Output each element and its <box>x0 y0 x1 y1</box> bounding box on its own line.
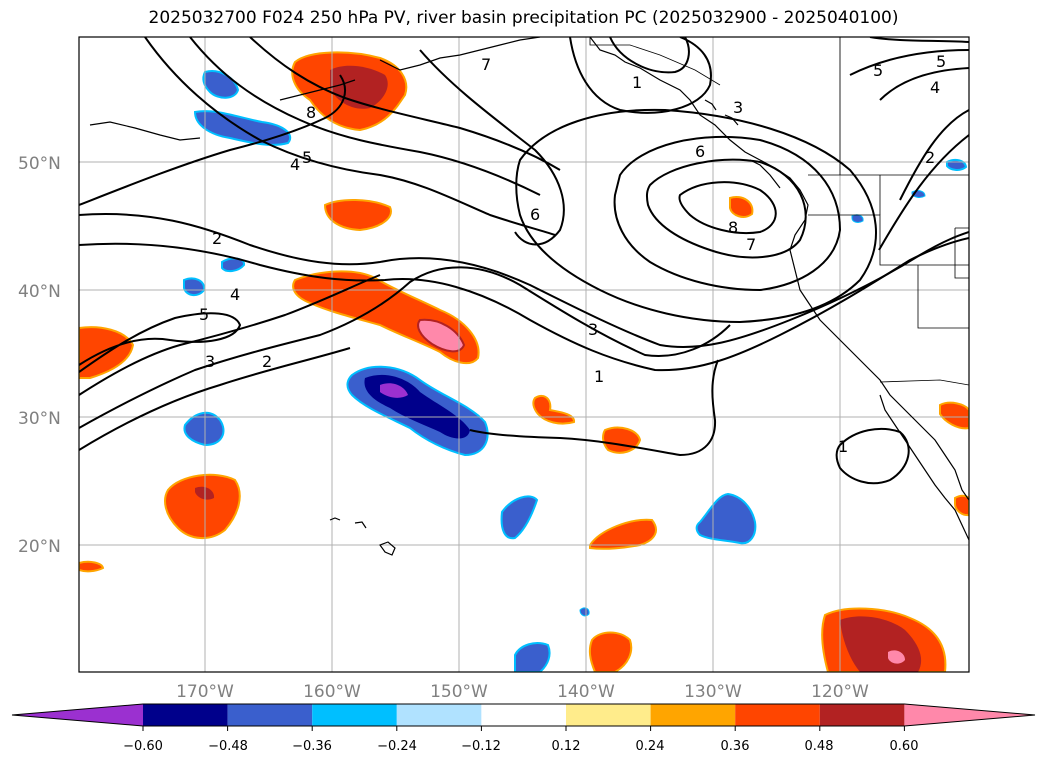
contour-label: 8 <box>728 218 738 237</box>
colorbar-segment <box>566 704 651 726</box>
contour-label: 1 <box>594 367 604 386</box>
contour-label: 6 <box>695 142 705 161</box>
pv-contours <box>79 37 969 485</box>
contour-label: 7 <box>481 55 491 74</box>
precip-negative-coast-1 <box>946 158 968 171</box>
colorbar-tick-label: −0.36 <box>292 739 332 754</box>
colorbar-segment <box>396 704 482 726</box>
map-title: 2025032700 F024 250 hPa PV, river basin … <box>148 8 899 28</box>
precip-extreme-negative-33n <box>380 383 408 398</box>
colorbar-segment <box>904 704 1035 726</box>
colorbar-tick-label: 0.24 <box>636 739 665 754</box>
colorbar-tick-label: 0.36 <box>721 739 750 754</box>
colorbar-tick-label: −0.48 <box>208 739 248 754</box>
colorbar-tick-label: 0.48 <box>805 739 834 754</box>
lat-tick-label: 20°N <box>18 537 61 557</box>
contour-label: 7 <box>746 235 756 254</box>
colorbar-segment <box>650 704 736 726</box>
precip-negative-coast-3 <box>851 214 864 223</box>
precip-positive-small-5 <box>79 560 105 573</box>
contour-label: 3 <box>733 98 743 117</box>
lon-tick-label: 140°W <box>557 682 615 702</box>
precip-anomalies <box>79 51 969 672</box>
contour-label: 5 <box>873 61 883 80</box>
precip-negative-tiny <box>579 607 590 617</box>
lon-tick-label: 130°W <box>684 682 742 702</box>
colorbar-tick-label: 0.12 <box>552 739 581 754</box>
colorbar-tick-label: −0.60 <box>123 739 163 754</box>
contour-label: 8 <box>306 103 316 122</box>
precip-negative-14n <box>514 642 551 672</box>
colorbar-segment <box>143 704 228 726</box>
precip-negative-22n-a <box>500 495 539 540</box>
precip-negative-22n-b <box>695 492 757 545</box>
contour-label: 3 <box>588 320 598 339</box>
contour-label: 5 <box>199 305 209 324</box>
borders <box>589 37 969 386</box>
contour-label: 5 <box>936 52 946 71</box>
precip-positive-coast-2 <box>939 401 969 430</box>
contour-label: 2 <box>925 148 935 167</box>
contour-label: 1 <box>632 73 642 92</box>
precip-positive-45n <box>323 198 392 232</box>
colorbar-tick-label: −0.24 <box>377 739 417 754</box>
colorbar-segment <box>735 704 820 726</box>
precip-positive-21n <box>589 518 657 550</box>
lon-tick-label: 170°W <box>176 682 234 702</box>
contour-label: 4 <box>930 78 940 97</box>
precip-negative-small-2 <box>183 277 206 296</box>
precip-positive-coast-1 <box>729 196 754 218</box>
lon-tick-label: 160°W <box>303 682 361 702</box>
contour-label: 6 <box>530 205 540 224</box>
colorbar-tick-label: 0.60 <box>890 739 919 754</box>
colorbar-segment <box>227 704 313 726</box>
lon-tick-label: 150°W <box>430 682 488 702</box>
contour-labels: 7 8 5 6 4 1 3 5 4 2 6 5 8 7 2 4 5 3 2 3 … <box>199 52 946 456</box>
contour-label: 5 <box>302 148 312 167</box>
precip-positive-14n <box>588 631 633 672</box>
precip-extreme-southeast <box>888 650 905 664</box>
contour-label: 1 <box>838 437 848 456</box>
colorbar: −0.60 −0.48 −0.36 −0.24 −0.12 0.12 0.24 … <box>11 703 1036 754</box>
colorbar-segment <box>12 704 143 726</box>
lon-tick-label: 120°W <box>811 682 869 702</box>
contour-label: 3 <box>205 352 215 371</box>
colorbar-segment <box>481 704 566 726</box>
contour-label: 2 <box>212 229 222 248</box>
lat-tick-label: 30°N <box>18 409 61 429</box>
contour-label: 4 <box>230 285 240 304</box>
precip-negative-29n <box>183 411 225 447</box>
map-frame <box>78 36 970 673</box>
colorbar-segment <box>819 704 905 726</box>
colorbar-tick-label: −0.12 <box>461 739 501 754</box>
lat-tick-labels: 50°N 40°N 30°N 20°N <box>18 154 61 557</box>
precip-core-band-40n <box>417 318 466 353</box>
colorbar-segment <box>312 704 397 726</box>
lat-tick-label: 40°N <box>18 282 61 302</box>
map-panel: 7 8 5 6 4 1 3 5 4 2 6 5 8 7 2 4 5 3 2 3 … <box>79 37 969 672</box>
contour-label: 2 <box>262 352 272 371</box>
lon-tick-labels: 170°W 160°W 150°W 140°W 130°W 120°W <box>176 682 869 702</box>
contour-label: 4 <box>290 155 300 174</box>
lat-tick-label: 50°N <box>18 154 61 174</box>
coastlines <box>89 37 969 556</box>
precip-positive-24n <box>164 473 241 539</box>
precip-positive-small-4 <box>602 426 642 454</box>
precip-negative-aleutian <box>193 110 292 146</box>
precip-positive-coast-3 <box>954 494 969 517</box>
precip-negative-small-1 <box>221 257 245 273</box>
